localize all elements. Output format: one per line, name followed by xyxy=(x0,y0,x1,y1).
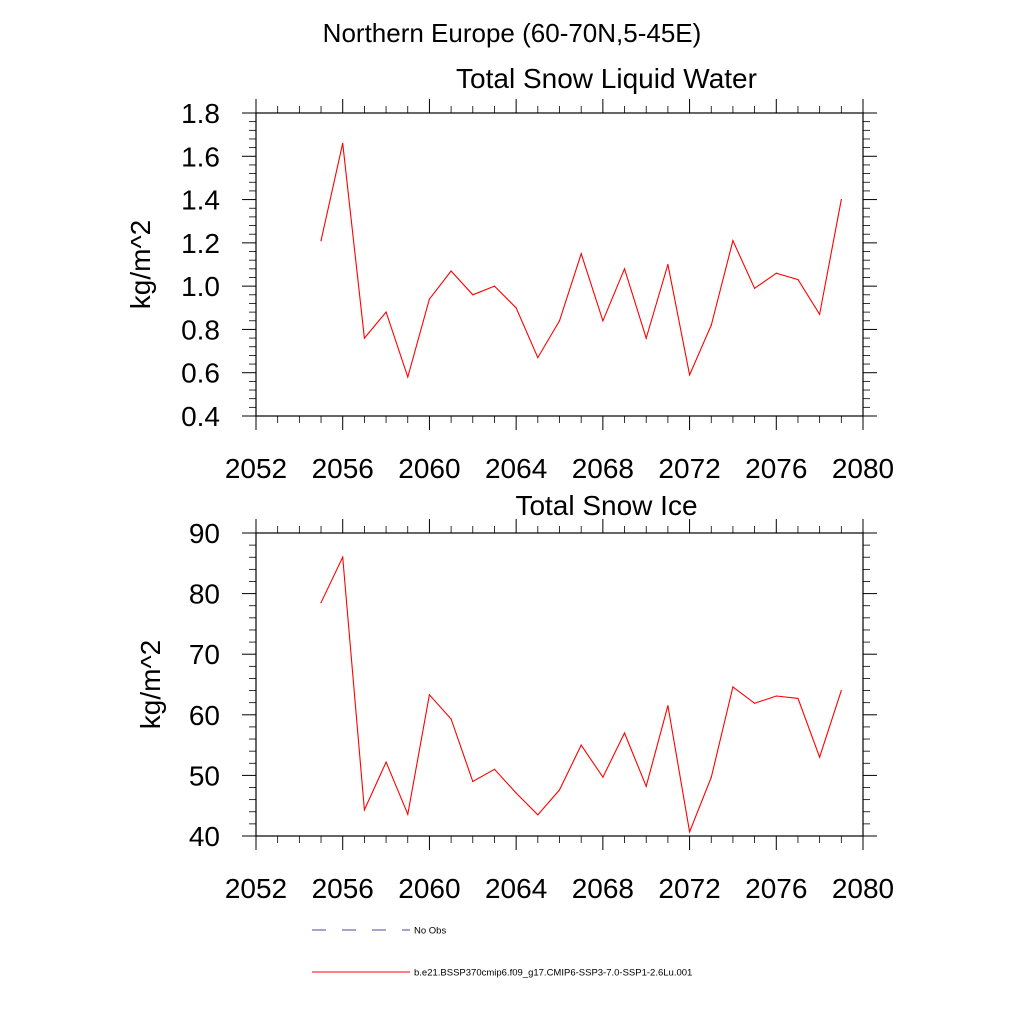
x-tick-label: 2080 xyxy=(832,873,894,904)
figure-title: Northern Europe (60-70N,5-45E) xyxy=(323,18,702,48)
data-point xyxy=(515,307,517,309)
data-point xyxy=(342,142,344,144)
y-tick-label: 80 xyxy=(189,579,220,610)
data-point xyxy=(363,337,365,339)
data-point xyxy=(775,272,777,274)
data-point xyxy=(320,240,322,242)
data-point xyxy=(515,792,517,794)
data-point xyxy=(472,294,474,296)
y-axis-label: kg/m^2 xyxy=(135,640,166,729)
x-tick-label: 2056 xyxy=(312,873,374,904)
x-tick-label: 2072 xyxy=(658,453,720,484)
y-tick-label: 90 xyxy=(189,518,220,549)
data-point xyxy=(623,268,626,270)
data-point xyxy=(580,253,582,255)
data-point xyxy=(363,809,365,811)
chart-panel-2: Total Snow Ice kg/m^2 2052 2056 2060 2064 2068… xyxy=(135,490,894,904)
data-point xyxy=(797,279,799,281)
data-point xyxy=(754,702,756,704)
y-tick-label: 0.8 xyxy=(181,314,220,345)
plot-frame xyxy=(255,112,864,417)
data-point xyxy=(342,556,344,558)
data-point xyxy=(797,697,799,700)
x-tick-label: 2052 xyxy=(225,453,287,484)
data-point xyxy=(385,311,387,313)
data-point xyxy=(537,814,539,816)
x-tick-label: 2056 xyxy=(312,453,374,484)
x-tick-label: 2068 xyxy=(572,873,634,904)
series-line-1 xyxy=(320,143,842,379)
chart-panels: Total Snow Liquid Water kg/m^2 2052 2056 206… xyxy=(125,63,894,904)
y-tick-label: 50 xyxy=(189,760,220,791)
data-point xyxy=(840,198,842,201)
y-tick-label: 0.6 xyxy=(181,358,220,389)
x-tick-label: 2052 xyxy=(225,873,287,904)
data-point xyxy=(819,313,821,315)
data-point xyxy=(450,718,452,720)
x-tick-label: 2080 xyxy=(832,453,894,484)
data-point xyxy=(710,776,712,778)
data-point xyxy=(493,768,496,770)
legend-label-1: No Obs xyxy=(414,926,446,937)
data-point xyxy=(688,374,691,376)
data-point xyxy=(732,686,734,688)
data-point xyxy=(320,602,322,604)
data-point xyxy=(428,694,431,696)
chart-panel-1: Total Snow Liquid Water kg/m^2 2052 2056 206… xyxy=(125,63,894,484)
data-point xyxy=(645,337,647,339)
y-tick-label: 60 xyxy=(189,700,220,731)
data-point xyxy=(623,732,626,734)
data-point xyxy=(537,356,539,359)
data-point xyxy=(667,705,669,707)
y-tick-label: 1.0 xyxy=(181,271,220,302)
y-tick-label: 1.4 xyxy=(181,185,220,216)
data-point xyxy=(819,756,821,758)
data-point xyxy=(580,744,582,746)
y-tick-label: 0.4 xyxy=(181,401,220,432)
data-point xyxy=(472,780,474,783)
data-point xyxy=(732,240,734,242)
data-point xyxy=(428,298,431,300)
x-tick-label: 2064 xyxy=(485,453,547,484)
data-point xyxy=(645,785,647,787)
y-axis-label: kg/m^2 xyxy=(125,220,156,309)
data-point xyxy=(710,324,712,326)
legend-label-2: b.e21.BSSP370cmip6.f09_g17.CMIP6-SSP3-7.… xyxy=(414,968,692,979)
series-line-1 xyxy=(320,555,842,834)
data-point xyxy=(602,320,604,322)
data-point xyxy=(385,761,387,763)
panel-title: Total Snow Liquid Water xyxy=(456,63,757,94)
data-point xyxy=(558,789,561,791)
data-point xyxy=(602,776,604,778)
x-tick-label: 2076 xyxy=(745,453,807,484)
y-tick-label: 1.6 xyxy=(181,141,220,172)
data-point xyxy=(407,813,409,815)
data-point xyxy=(754,287,756,289)
data-point xyxy=(775,695,777,697)
data-point xyxy=(667,263,669,266)
y-tick-label: 1.2 xyxy=(181,228,220,259)
data-point xyxy=(407,376,409,378)
legend: No Obs b.e21.BSSP370cmip6.f09_g17.CMIP6-S… xyxy=(312,926,692,979)
x-tick-label: 2068 xyxy=(572,453,634,484)
data-point xyxy=(688,831,691,833)
x-tick-label: 2076 xyxy=(745,873,807,904)
x-tick-label: 2060 xyxy=(398,873,460,904)
data-point xyxy=(450,270,452,272)
x-tick-label: 2072 xyxy=(658,873,720,904)
panel-title: Total Snow Ice xyxy=(515,490,697,521)
x-tick-label: 2064 xyxy=(485,873,547,904)
data-point xyxy=(493,285,496,287)
y-tick-label: 70 xyxy=(189,639,220,670)
data-point xyxy=(558,320,561,322)
data-point xyxy=(840,689,842,692)
y-tick-label: 1.8 xyxy=(181,98,220,129)
x-tick-label: 2060 xyxy=(398,453,460,484)
y-tick-label: 40 xyxy=(189,821,220,852)
